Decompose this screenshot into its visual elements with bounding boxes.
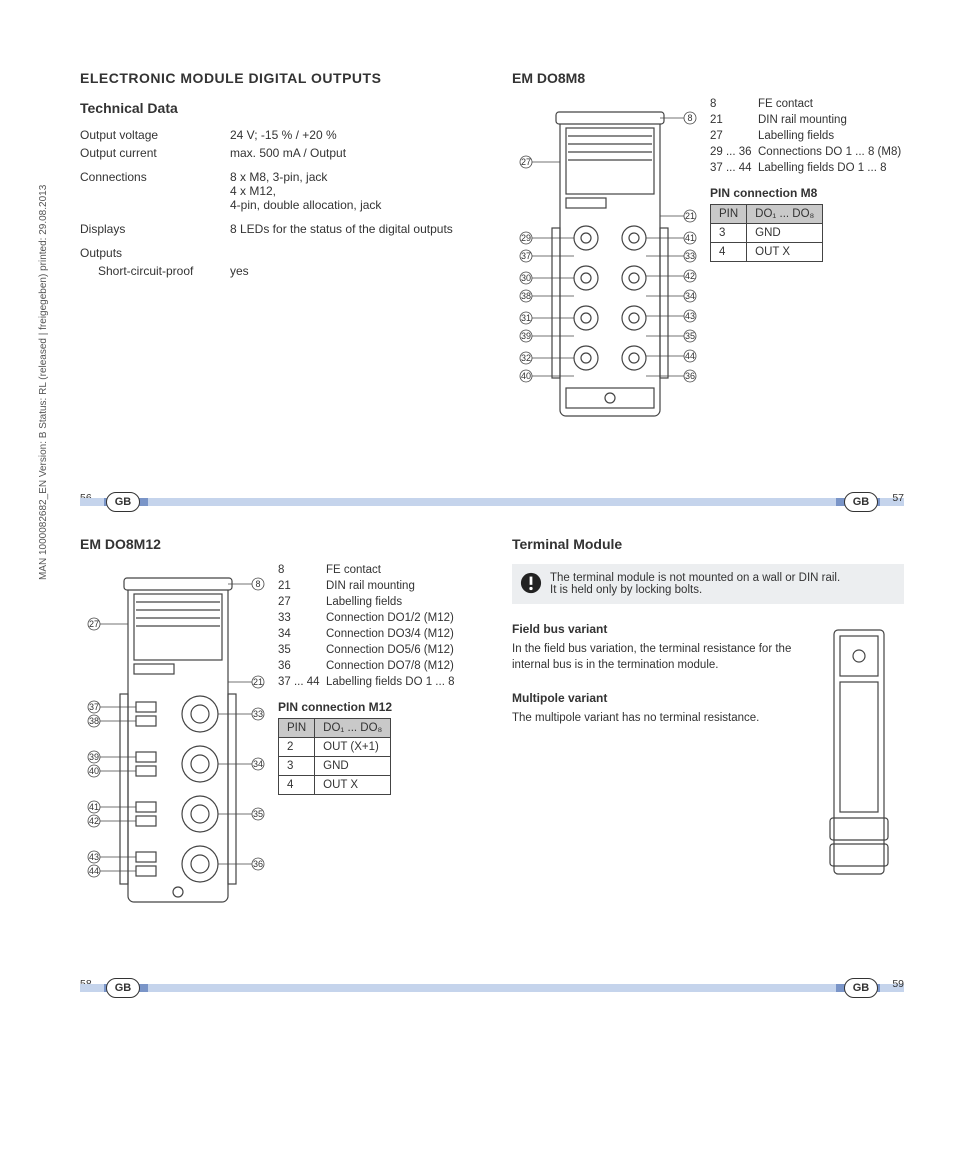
legend-row: 27Labelling fields xyxy=(278,596,472,608)
svg-text:27: 27 xyxy=(89,619,99,629)
pin-m8-table: PINDO₁ ... DO₈ 3GND 4OUT X xyxy=(710,204,823,262)
value: 8 x M8, 3-pin, jack xyxy=(230,170,472,184)
value: max. 500 mA / Output xyxy=(230,146,472,160)
terminal-module-heading: Terminal Module xyxy=(512,536,904,552)
legend-row: 21DIN rail mounting xyxy=(278,580,472,592)
svg-text:36: 36 xyxy=(685,371,695,381)
section-technical-data: ELECTRONIC MODULE DIGITAL OUTPUTS Techni… xyxy=(80,70,472,438)
svg-text:44: 44 xyxy=(685,351,695,361)
legend-row: 21DIN rail mounting xyxy=(710,114,904,126)
legend-row: 29 ... 36Connections DO 1 ... 8 (M8) xyxy=(710,146,904,158)
svg-text:37: 37 xyxy=(89,702,99,712)
legend-row: 8FE contact xyxy=(278,564,472,576)
label: Short-circuit-proof xyxy=(98,264,230,278)
tech-data-heading: Technical Data xyxy=(80,100,472,116)
gb-badge: GB xyxy=(106,492,140,512)
row-short-circuit: Short-circuit-proof yes xyxy=(80,264,472,278)
svg-text:42: 42 xyxy=(685,271,695,281)
svg-text:36: 36 xyxy=(253,859,263,869)
value: 24 V; -15 % / +20 % xyxy=(230,128,472,142)
svg-text:31: 31 xyxy=(521,313,531,323)
svg-text:37: 37 xyxy=(521,251,531,261)
svg-text:40: 40 xyxy=(521,371,531,381)
svg-text:35: 35 xyxy=(685,331,695,341)
notice-line: It is held only by locking bolts. xyxy=(550,584,840,596)
em-do8m8-diagram: 8 21 41 33 42 34 43 35 44 36 27 29 37 30… xyxy=(512,98,702,438)
svg-text:34: 34 xyxy=(685,291,695,301)
pin-m8-title: PIN connection M8 xyxy=(710,186,904,200)
legend-row: 33Connection DO1/2 (M12) xyxy=(278,612,472,624)
row-displays: Displays 8 LEDs for the status of the di… xyxy=(80,222,472,236)
notice-box: The terminal module is not mounted on a … xyxy=(512,564,904,604)
svg-text:30: 30 xyxy=(521,273,531,283)
pin-m12-table: PINDO₁ ... DO₈ 2OUT (X+1) 3GND 4OUT X xyxy=(278,718,391,795)
section-em-do8m12: EM DO8M12 xyxy=(80,536,472,924)
legend-row: 35Connection DO5/6 (M12) xyxy=(278,644,472,656)
svg-text:39: 39 xyxy=(521,331,531,341)
exclamation-icon xyxy=(520,572,542,594)
page-number-59: 59 xyxy=(892,978,904,990)
value: 4 x M12, xyxy=(230,184,472,198)
label: Output current xyxy=(80,146,230,160)
legend-row: 37 ... 44Labelling fields DO 1 ... 8 xyxy=(278,676,472,688)
svg-text:27: 27 xyxy=(521,157,531,167)
value: 4-pin, double allocation, jack xyxy=(230,198,472,212)
svg-text:33: 33 xyxy=(685,251,695,261)
page-number-57: 57 xyxy=(892,492,904,504)
legend-row: 34Connection DO3/4 (M12) xyxy=(278,628,472,640)
row-output-current: Output current max. 500 mA / Output xyxy=(80,146,472,160)
gb-badge: GB xyxy=(106,978,140,998)
svg-text:33: 33 xyxy=(253,709,263,719)
em-do8m12-heading: EM DO8M12 xyxy=(80,536,472,552)
section-em-do8m8: EM DO8M8 xyxy=(512,70,904,438)
svg-text:43: 43 xyxy=(685,311,695,321)
label: Displays xyxy=(80,222,230,236)
svg-text:38: 38 xyxy=(89,716,99,726)
row-connections: Connections 8 x M8, 3-pin, jack 4 x M12,… xyxy=(80,170,472,212)
page-footer-top: 56 GB GB 57 xyxy=(80,482,904,506)
svg-text:38: 38 xyxy=(521,291,531,301)
legend-row: 8FE contact xyxy=(710,98,904,110)
svg-text:21: 21 xyxy=(253,677,263,687)
main-heading: ELECTRONIC MODULE DIGITAL OUTPUTS xyxy=(80,70,472,86)
legend-row: 37 ... 44Labelling fields DO 1 ... 8 xyxy=(710,162,904,174)
svg-text:40: 40 xyxy=(89,766,99,776)
svg-text:41: 41 xyxy=(89,802,99,812)
section-terminal-module: Terminal Module The terminal module is n… xyxy=(512,536,904,924)
legend-row: 27Labelling fields xyxy=(710,130,904,142)
value: 8 LEDs for the status of the digital out… xyxy=(230,222,472,236)
svg-text:39: 39 xyxy=(89,752,99,762)
svg-text:29: 29 xyxy=(521,233,531,243)
notice-line: The terminal module is not mounted on a … xyxy=(550,572,840,584)
svg-text:21: 21 xyxy=(685,211,695,221)
side-document-id: MAN 1000082682_EN Version: B Status: RL … xyxy=(38,185,49,580)
label: Outputs xyxy=(80,246,230,260)
svg-text:8: 8 xyxy=(687,113,692,123)
svg-text:42: 42 xyxy=(89,816,99,826)
svg-text:8: 8 xyxy=(255,579,260,589)
label: Output voltage xyxy=(80,128,230,142)
label: Connections xyxy=(80,170,230,212)
value: yes xyxy=(230,264,472,278)
page-footer-bottom: 58 GB GB 59 xyxy=(80,968,904,992)
row-output-voltage: Output voltage 24 V; -15 % / +20 % xyxy=(80,128,472,142)
svg-text:44: 44 xyxy=(89,866,99,876)
legend-row: 36Connection DO7/8 (M12) xyxy=(278,660,472,672)
svg-text:34: 34 xyxy=(253,759,263,769)
gb-badge: GB xyxy=(844,492,878,512)
svg-text:35: 35 xyxy=(253,809,263,819)
svg-text:32: 32 xyxy=(521,353,531,363)
svg-text:43: 43 xyxy=(89,852,99,862)
pin-m12-title: PIN connection M12 xyxy=(278,700,472,714)
row-outputs: Outputs xyxy=(80,246,472,260)
svg-text:41: 41 xyxy=(685,233,695,243)
terminal-module-diagram xyxy=(814,622,904,882)
em-do8m12-diagram: 8 27 21 33 34 35 36 37 38 39 40 41 42 43… xyxy=(80,564,270,924)
em-do8m8-heading: EM DO8M8 xyxy=(512,70,904,86)
gb-badge: GB xyxy=(844,978,878,998)
